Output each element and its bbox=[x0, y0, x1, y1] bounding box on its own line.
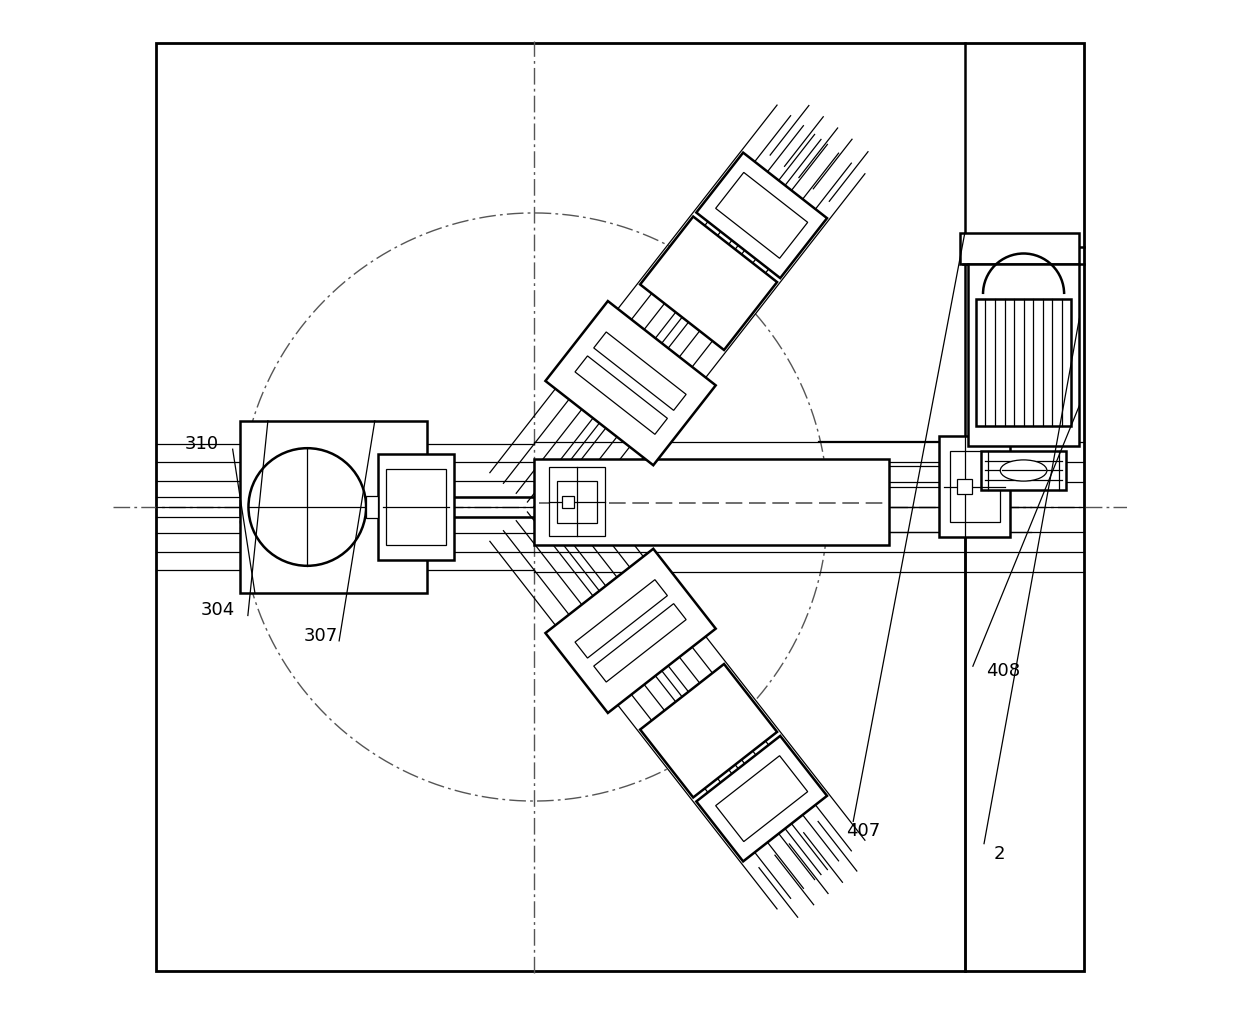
Bar bbox=[957, 480, 972, 495]
Bar bbox=[557, 481, 596, 523]
Text: 2: 2 bbox=[993, 845, 1004, 863]
Bar bbox=[960, 233, 1079, 264]
Polygon shape bbox=[594, 603, 686, 682]
Bar bbox=[562, 496, 574, 508]
Bar bbox=[239, 421, 428, 593]
Polygon shape bbox=[697, 736, 827, 861]
Polygon shape bbox=[575, 580, 667, 658]
Polygon shape bbox=[575, 356, 667, 434]
Text: 407: 407 bbox=[846, 822, 880, 841]
Bar bbox=[976, 299, 1071, 426]
Bar bbox=[378, 454, 454, 560]
Bar bbox=[967, 264, 1079, 446]
Polygon shape bbox=[546, 301, 715, 465]
Polygon shape bbox=[594, 332, 686, 411]
Bar bbox=[366, 496, 378, 518]
Polygon shape bbox=[640, 217, 777, 350]
Text: 310: 310 bbox=[185, 435, 219, 453]
Bar bbox=[981, 451, 1066, 490]
Polygon shape bbox=[715, 755, 807, 842]
Bar bbox=[549, 467, 605, 536]
Bar bbox=[533, 458, 889, 546]
Polygon shape bbox=[715, 172, 807, 259]
Text: 408: 408 bbox=[986, 662, 1021, 680]
Polygon shape bbox=[546, 549, 715, 713]
Bar bbox=[950, 451, 1001, 522]
Polygon shape bbox=[640, 664, 777, 797]
Text: 304: 304 bbox=[201, 601, 234, 620]
Bar bbox=[940, 436, 1011, 537]
Text: 307: 307 bbox=[304, 627, 339, 645]
Bar bbox=[387, 469, 446, 546]
Polygon shape bbox=[697, 153, 827, 278]
Ellipse shape bbox=[1001, 460, 1047, 481]
